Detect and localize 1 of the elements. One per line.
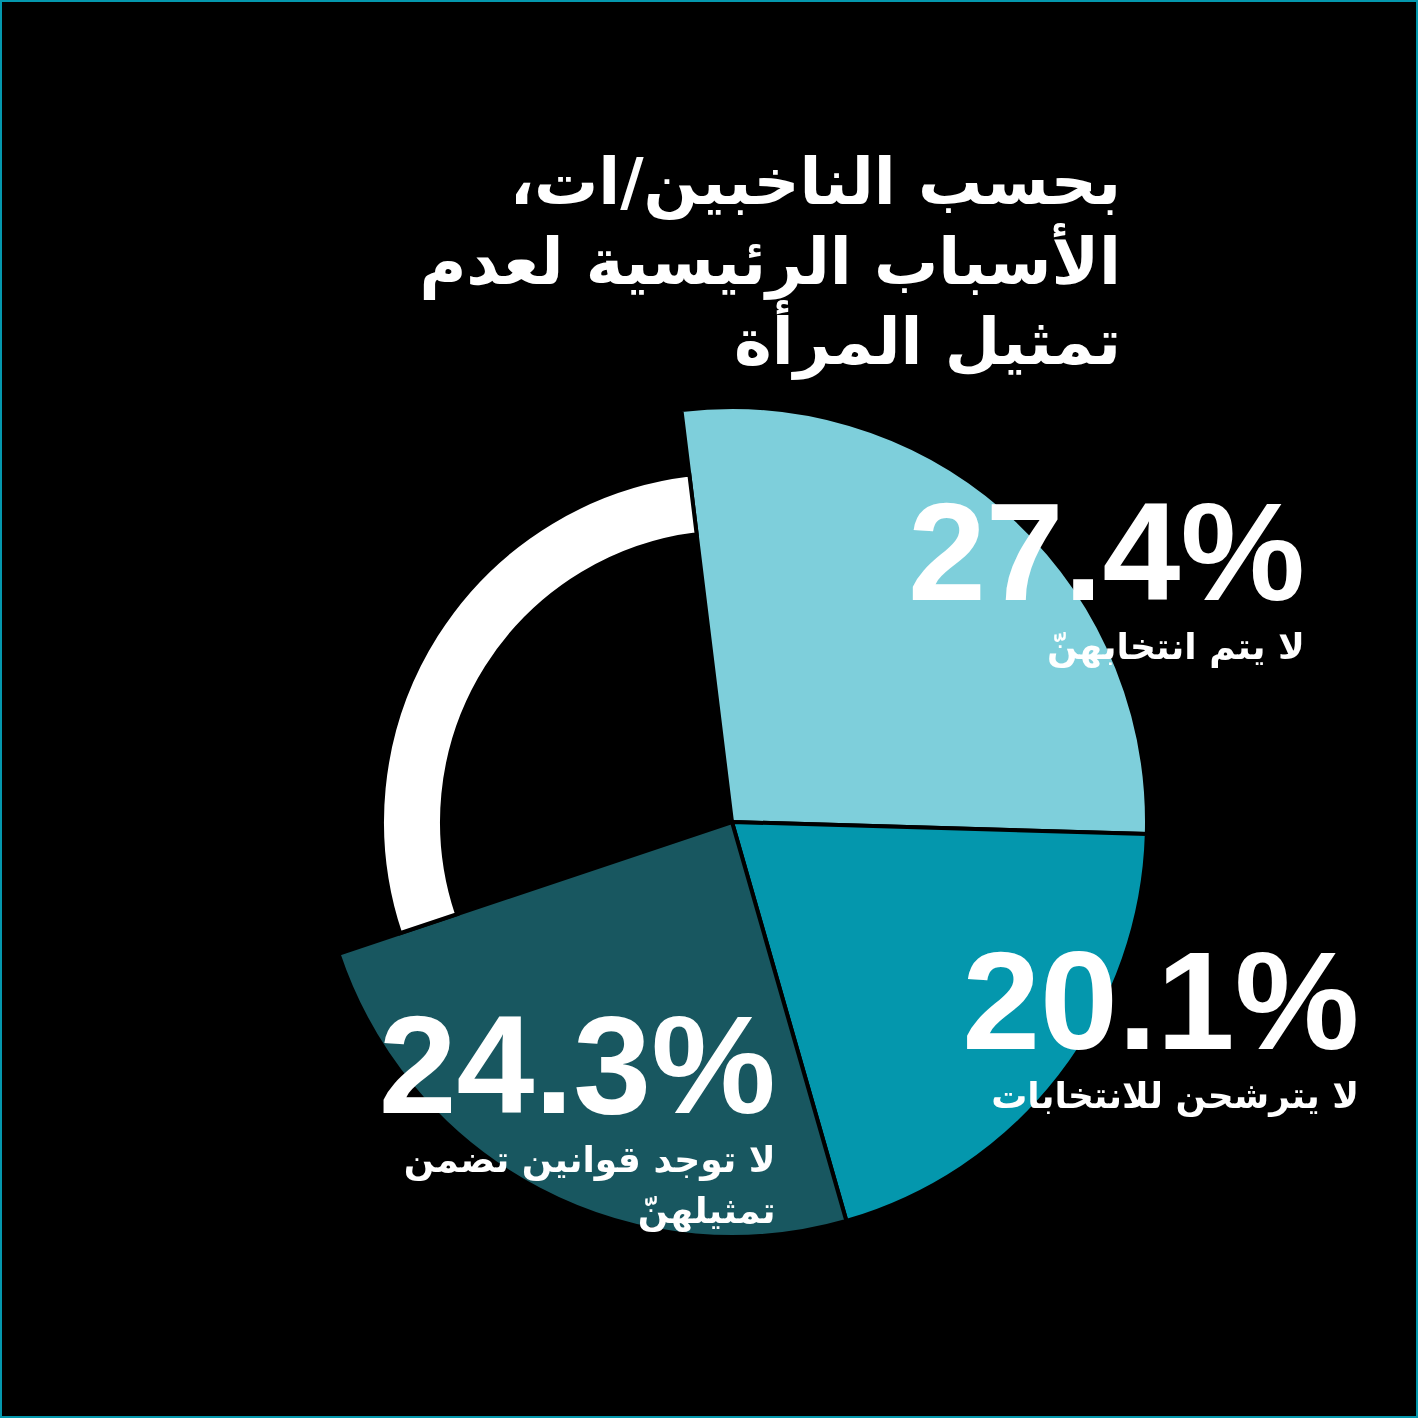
chart-title: بحسب الناخبين/ات، الأسباب الرئيسية لعدم تمثيل المرأة <box>418 144 1121 382</box>
